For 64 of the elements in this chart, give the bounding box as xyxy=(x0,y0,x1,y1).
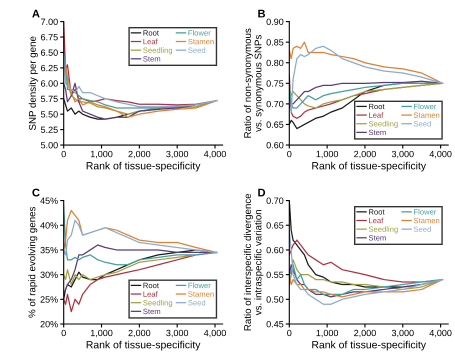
y-tick-label: 0.60 xyxy=(266,142,284,148)
y-tick-label: 0.65 xyxy=(266,121,284,128)
y-tick-label: 7.00 xyxy=(41,18,58,25)
chart-title: C xyxy=(32,188,40,197)
y-tick-label: 0.90 xyxy=(266,18,284,25)
x-tick-label: 1,000 xyxy=(90,150,112,158)
y-tick-label: 5.00 xyxy=(40,142,58,148)
line-series xyxy=(289,46,444,113)
y-tick-label: 0.50 xyxy=(266,296,284,303)
x-tick-label: 1,000 xyxy=(316,150,338,158)
x-tick-label: 3,000 xyxy=(166,150,188,158)
x-tick-label: 0 xyxy=(287,330,292,336)
y-tick-label: 40% xyxy=(40,222,58,229)
x-tick-label: 0 xyxy=(62,150,66,158)
chart-title: A xyxy=(32,10,40,18)
x-tick-label: 2,000 xyxy=(128,150,150,158)
y-tick-label: 30% xyxy=(40,272,58,278)
line-series xyxy=(289,82,444,109)
x-tick-label: 4,000 xyxy=(204,330,226,338)
y-tick-label: 0.85 xyxy=(266,39,284,46)
y-axis-title: Ratio of non-synonymous vs. synonymous SNPs xyxy=(244,28,264,138)
x-axis-title: Rank of tissue-specificity xyxy=(312,162,426,172)
x-tick-label: 4,000 xyxy=(430,150,452,158)
x-tick-label: 3,000 xyxy=(392,330,414,338)
line-series xyxy=(64,220,218,256)
x-tick-label: 2,000 xyxy=(354,150,376,158)
y-tick-label: 0.75 xyxy=(266,80,284,87)
y-tick-label: 5.50 xyxy=(40,111,58,118)
x-tick-label: 3,000 xyxy=(166,330,188,338)
y-axis-title: SNP density per gene xyxy=(28,36,38,130)
x-tick-label: 3,000 xyxy=(392,150,414,158)
y-tick-label: 25% xyxy=(40,296,58,303)
chart-title: D xyxy=(258,188,266,196)
y-tick-label: 0.55 xyxy=(266,272,284,278)
y-tick-label: 0.60 xyxy=(266,246,284,254)
x-tick-label: 0 xyxy=(62,330,66,336)
line-series xyxy=(289,274,444,298)
y-tick-label: 6.50 xyxy=(41,49,58,56)
line-series xyxy=(289,42,444,84)
y-tick-label: 45% xyxy=(40,198,58,204)
y-tick-label: 5.75 xyxy=(40,96,58,102)
x-axis-title: Rank of tissue-specificity xyxy=(312,340,426,350)
x-tick-label: 0 xyxy=(287,150,292,158)
chart-title: B xyxy=(258,10,266,18)
y-tick-label: 6.00 xyxy=(41,80,58,87)
x-tick-label: 2,000 xyxy=(354,330,376,338)
x-tick-label: 1,000 xyxy=(90,330,112,338)
y-tick-label: 0.70 xyxy=(266,100,284,108)
y-tick-label: 35% xyxy=(40,246,58,254)
x-tick-label: 4,000 xyxy=(430,330,452,338)
y-tick-label: 6.25 xyxy=(41,64,58,72)
y-tick-label: 5.25 xyxy=(40,126,58,133)
y-tick-label: 6.75 xyxy=(41,34,58,40)
y-tick-label: 20% xyxy=(40,320,58,328)
x-axis-title: Rank of tissue-specificity xyxy=(86,162,200,172)
y-tick-label: 0.45 xyxy=(266,320,284,328)
y-tick-label: 0.70 xyxy=(266,198,284,204)
x-axis-title: Rank of tissue-specificity xyxy=(86,340,200,350)
y-axis-title: % of rapid evolving genes xyxy=(28,206,38,318)
x-tick-label: 1,000 xyxy=(316,330,338,338)
y-tick-label: 0.65 xyxy=(266,222,284,229)
x-tick-label: 2,000 xyxy=(128,330,150,338)
y-tick-label: 0.80 xyxy=(266,60,284,66)
x-tick-label: 4,000 xyxy=(204,150,226,158)
